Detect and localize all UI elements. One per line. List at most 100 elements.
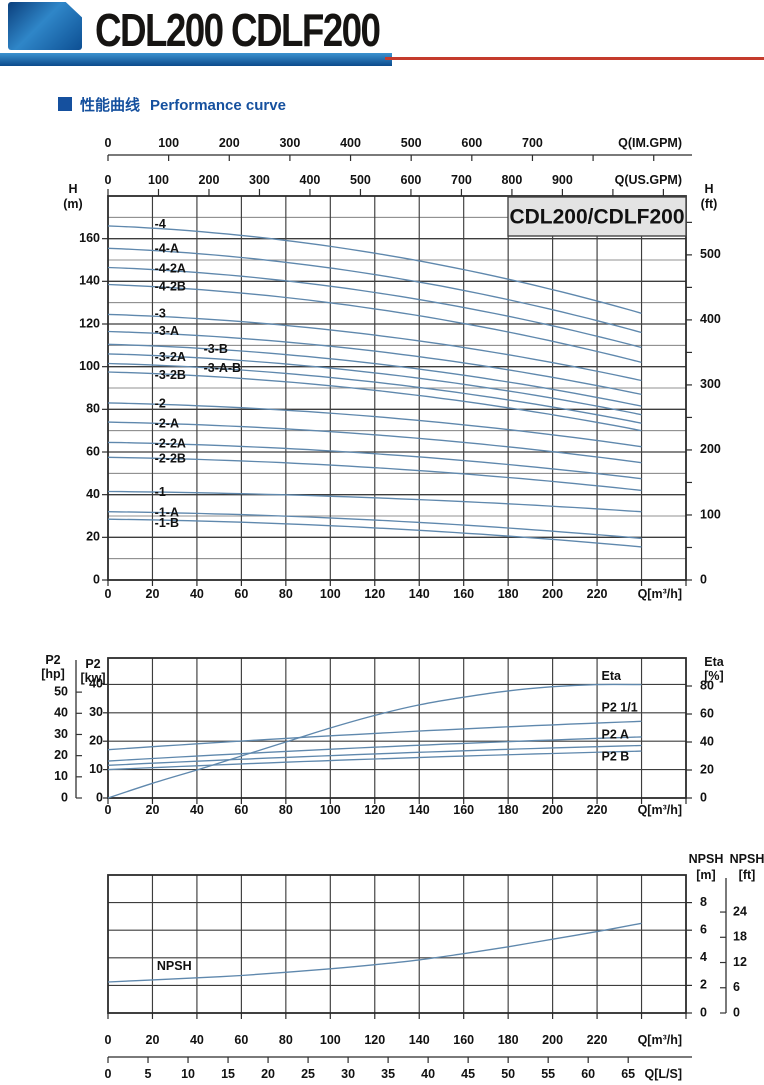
svg-text:NPSH: NPSH — [730, 852, 764, 866]
svg-text:0: 0 — [105, 1067, 112, 1081]
svg-text:100: 100 — [158, 136, 179, 150]
svg-text:50: 50 — [501, 1067, 515, 1081]
curve-label-P2 B: P2 B — [602, 749, 630, 763]
svg-text:200: 200 — [219, 136, 240, 150]
curve-label-3-A-B: -3-A-B — [204, 361, 242, 375]
svg-text:200: 200 — [542, 587, 563, 601]
pump-curve-1-A — [107, 511, 642, 540]
svg-text:80: 80 — [700, 678, 714, 692]
svg-text:100: 100 — [79, 359, 100, 373]
svg-text:80: 80 — [86, 402, 100, 416]
svg-text:20: 20 — [146, 587, 160, 601]
svg-text:220: 220 — [587, 803, 608, 817]
svg-text:160: 160 — [453, 1033, 474, 1047]
svg-text:80: 80 — [279, 1033, 293, 1047]
curve-label-4-2B: -4-2B — [155, 280, 186, 294]
svg-text:140: 140 — [409, 587, 430, 601]
svg-text:60: 60 — [700, 706, 714, 720]
curve-p2-unlabeled — [107, 744, 642, 766]
svg-text:200: 200 — [542, 803, 563, 817]
svg-text:100: 100 — [148, 173, 169, 187]
curve-label-3-A: -3-A — [155, 324, 179, 338]
svg-text:220: 220 — [587, 587, 608, 601]
curve-label-2-2B: -2-2B — [155, 451, 186, 465]
svg-text:180: 180 — [498, 1033, 519, 1047]
svg-text:20: 20 — [146, 1033, 160, 1047]
section-title-en: Performance curve — [150, 97, 286, 114]
svg-text:40: 40 — [421, 1067, 435, 1081]
svg-text:100: 100 — [320, 803, 341, 817]
svg-text:Q[L/S]: Q[L/S] — [645, 1067, 683, 1081]
svg-text:20: 20 — [261, 1067, 275, 1081]
power-efficiency-chart: 010203040P2[kw]01020304050P2[hp]02040608… — [41, 653, 725, 817]
curve-label-3-B: -3-B — [204, 342, 228, 356]
svg-text:20: 20 — [700, 762, 714, 776]
svg-text:0: 0 — [105, 587, 112, 601]
curve-label-4-2A: -4-2A — [155, 262, 186, 276]
svg-text:500: 500 — [700, 247, 721, 261]
header-bar — [0, 53, 392, 66]
svg-text:140: 140 — [409, 803, 430, 817]
svg-text:40: 40 — [190, 803, 204, 817]
svg-text:15: 15 — [221, 1067, 235, 1081]
svg-text:[kw]: [kw] — [81, 671, 106, 685]
svg-text:0: 0 — [61, 790, 68, 804]
pump-curve-2-2A — [107, 441, 642, 480]
svg-text:10: 10 — [181, 1067, 195, 1081]
svg-text:30: 30 — [54, 727, 68, 741]
svg-text:2: 2 — [700, 978, 707, 992]
pump-curve-4 — [107, 225, 642, 314]
svg-text:6: 6 — [733, 980, 740, 994]
svg-text:12: 12 — [733, 955, 747, 969]
svg-text:40: 40 — [86, 487, 100, 501]
section-bullet-icon — [58, 97, 72, 111]
svg-text:500: 500 — [401, 136, 422, 150]
svg-text:H: H — [68, 182, 77, 196]
curve-label-2-2A: -2-2A — [155, 436, 186, 450]
svg-text:700: 700 — [451, 173, 472, 187]
svg-text:200: 200 — [700, 442, 721, 456]
svg-text:0: 0 — [96, 790, 103, 804]
svg-text:55: 55 — [541, 1067, 555, 1081]
svg-text:35: 35 — [381, 1067, 395, 1081]
svg-text:0: 0 — [105, 1033, 112, 1047]
svg-text:0: 0 — [105, 173, 112, 187]
svg-text:300: 300 — [249, 173, 270, 187]
curve-npsh — [107, 922, 642, 983]
svg-text:0: 0 — [93, 572, 100, 586]
svg-text:100: 100 — [320, 1033, 341, 1047]
svg-text:5: 5 — [145, 1067, 152, 1081]
model-box-label: CDL200/CDLF200 — [509, 206, 684, 229]
svg-text:Q[m³/h]: Q[m³/h] — [638, 803, 682, 817]
svg-text:P2: P2 — [45, 653, 60, 667]
svg-text:80: 80 — [279, 803, 293, 817]
svg-text:40: 40 — [190, 587, 204, 601]
pump-curve-2 — [107, 402, 642, 448]
svg-text:[m]: [m] — [696, 868, 715, 882]
svg-text:500: 500 — [350, 173, 371, 187]
svg-text:120: 120 — [364, 587, 385, 601]
svg-text:20: 20 — [146, 803, 160, 817]
svg-text:200: 200 — [199, 173, 220, 187]
svg-text:0: 0 — [733, 1005, 740, 1019]
svg-text:0: 0 — [700, 1005, 707, 1019]
svg-text:100: 100 — [700, 507, 721, 521]
svg-text:80: 80 — [279, 587, 293, 601]
svg-text:120: 120 — [79, 316, 100, 330]
pump-curve-1-B — [107, 518, 642, 548]
svg-text:60: 60 — [234, 1033, 248, 1047]
curve-label-Eta: Eta — [602, 669, 623, 683]
curve-label-P2 1/1: P2 1/1 — [602, 700, 638, 714]
curve-P2 A — [107, 736, 642, 762]
svg-text:8: 8 — [700, 895, 707, 909]
svg-text:600: 600 — [401, 173, 422, 187]
svg-text:Q(US.GPM): Q(US.GPM) — [615, 173, 682, 187]
pump-curve-3-A-B — [107, 362, 642, 424]
section-title-zh: 性能曲线 — [80, 97, 141, 114]
svg-text:[%]: [%] — [704, 669, 723, 683]
svg-text:0: 0 — [105, 136, 112, 150]
header-accent-line — [385, 57, 764, 60]
